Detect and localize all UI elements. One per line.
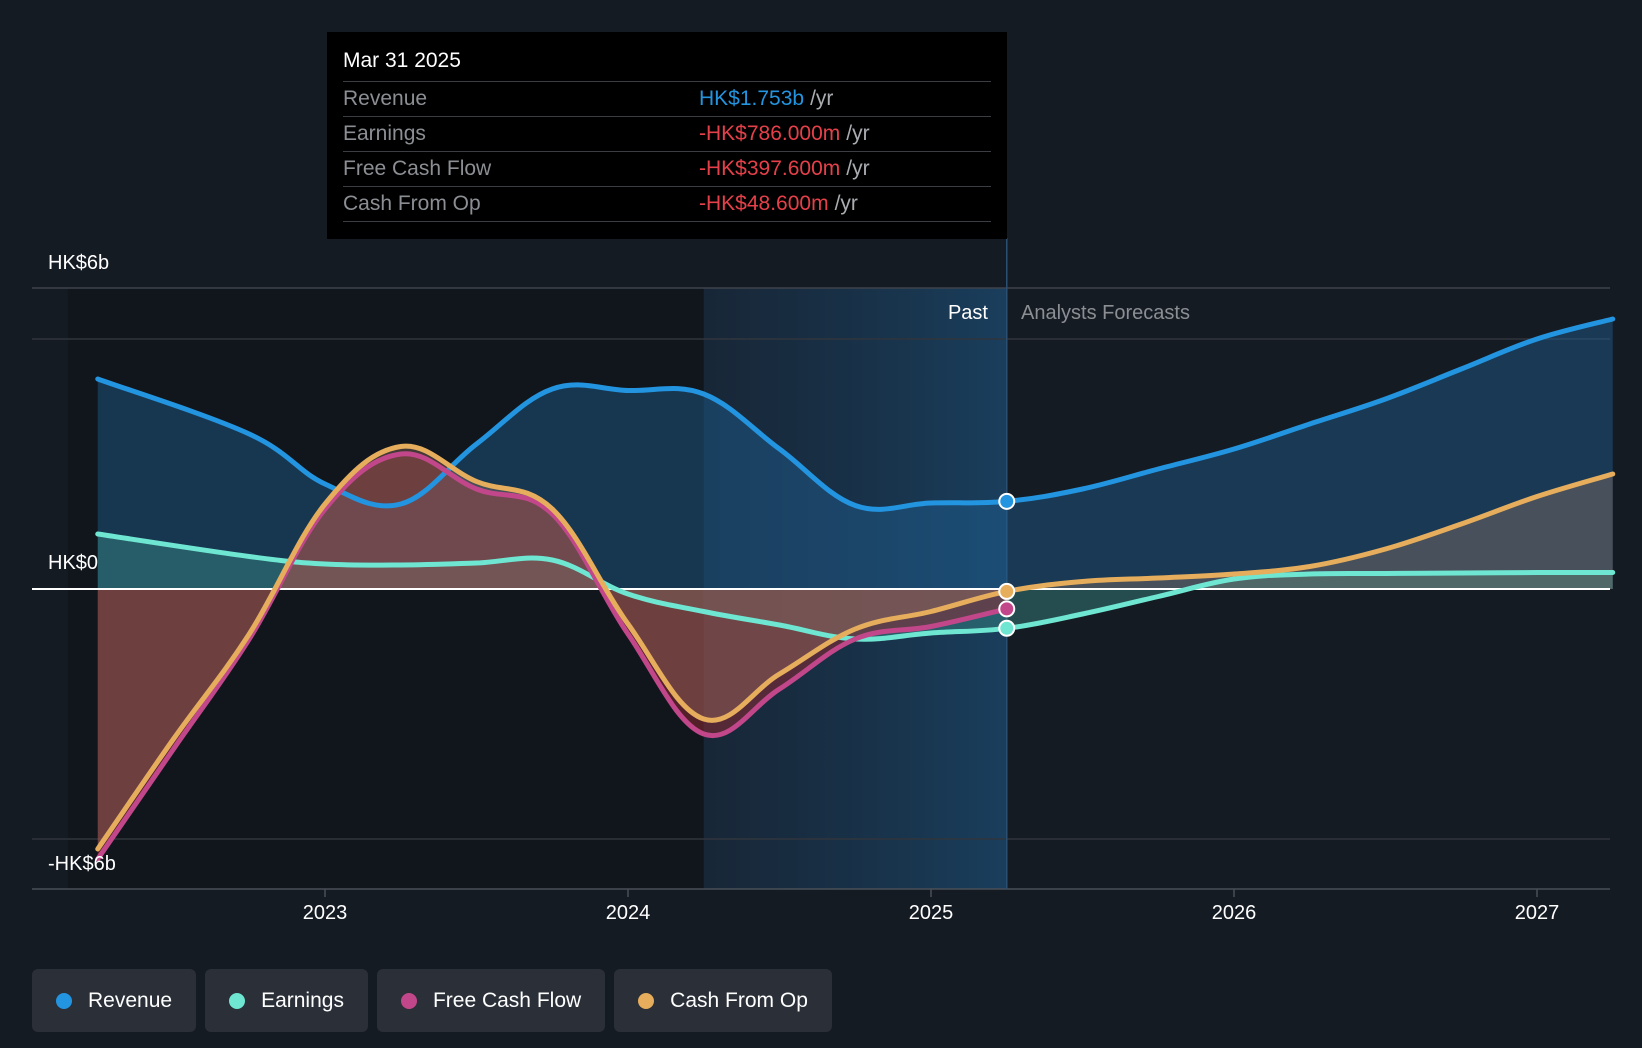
legend-item-earnings[interactable]: Earnings: [205, 969, 368, 1032]
legend-label: Revenue: [88, 988, 173, 1012]
forecast-label: Analysts Forecasts: [1021, 302, 1190, 324]
y-tick-label-bottom: -HK$6b: [48, 853, 116, 875]
area-free-cash-flow: [97, 453, 1007, 859]
x-tick-label: 2027: [1514, 902, 1560, 924]
line-cash-from-op: [95, 443, 1616, 852]
tooltip-date: Mar 31 2025: [343, 49, 461, 72]
legend-dot-icon: [638, 992, 655, 1009]
past-label: Past: [947, 302, 988, 324]
tooltip-value: -HK$397.600m: [699, 157, 841, 180]
tooltip-label: Free Cash Flow: [343, 157, 492, 180]
tooltip-row-earnings: Earnings -HK$786.000m /yr: [343, 116, 991, 151]
tooltip-row-revenue: Revenue HK$1.753b /yr: [343, 81, 991, 116]
legend-label: Cash From Op: [670, 988, 808, 1012]
point-earnings: [998, 619, 1016, 637]
point-free-cash-flow: [998, 600, 1016, 618]
point-cash-from-op: [998, 582, 1016, 600]
y-tick-label-top: HK$6b: [48, 252, 110, 274]
legend-dot-icon: [56, 992, 72, 1009]
tooltip: Mar 31 2025 Revenue HK$1.753b /yr Earnin…: [327, 32, 1007, 239]
tooltip-value: -HK$786.000m: [699, 122, 841, 145]
line-free-cash-flow: [95, 451, 1010, 862]
area-cash-from-op: [97, 446, 1613, 849]
tooltip-value: HK$1.753b: [699, 87, 805, 110]
tooltip-row-cash-from-op: Cash From Op -HK$48.600m /yr: [343, 186, 991, 222]
legend-label: Earnings: [261, 988, 344, 1012]
point-revenue: [998, 492, 1016, 510]
legend: Revenue Earnings Free Cash Flow Cash Fro…: [32, 969, 832, 1032]
tooltip-unit: /yr: [846, 157, 870, 180]
line-earnings: [95, 531, 1616, 642]
legend-dot-icon: [400, 992, 417, 1009]
legend-item-revenue[interactable]: Revenue: [32, 969, 197, 1032]
tooltip-unit: /yr: [834, 192, 858, 215]
tooltip-row-free-cash-flow: Free Cash Flow -HK$397.600m /yr: [343, 151, 991, 186]
x-tick-label: 2024: [605, 902, 651, 924]
x-tick-label: 2025: [908, 902, 954, 924]
x-tick-label: 2023: [302, 902, 348, 924]
tooltip-label: Cash From Op: [343, 192, 481, 215]
legend-dot-icon: [229, 992, 246, 1009]
tooltip-unit: /yr: [846, 122, 870, 145]
tooltip-label: Earnings: [343, 122, 426, 145]
x-tick-label: 2026: [1211, 902, 1257, 924]
tooltip-unit: /yr: [810, 87, 834, 110]
tooltip-label: Revenue: [343, 87, 428, 110]
legend-item-cash-from-op[interactable]: Cash From Op: [614, 969, 832, 1032]
legend-item-free-cash-flow[interactable]: Free Cash Flow: [376, 969, 606, 1032]
line-revenue: [95, 316, 1616, 512]
y-tick-label-zero: HK$0: [48, 552, 99, 574]
legend-label: Free Cash Flow: [432, 988, 582, 1012]
tooltip-value: -HK$48.600m: [699, 192, 829, 215]
